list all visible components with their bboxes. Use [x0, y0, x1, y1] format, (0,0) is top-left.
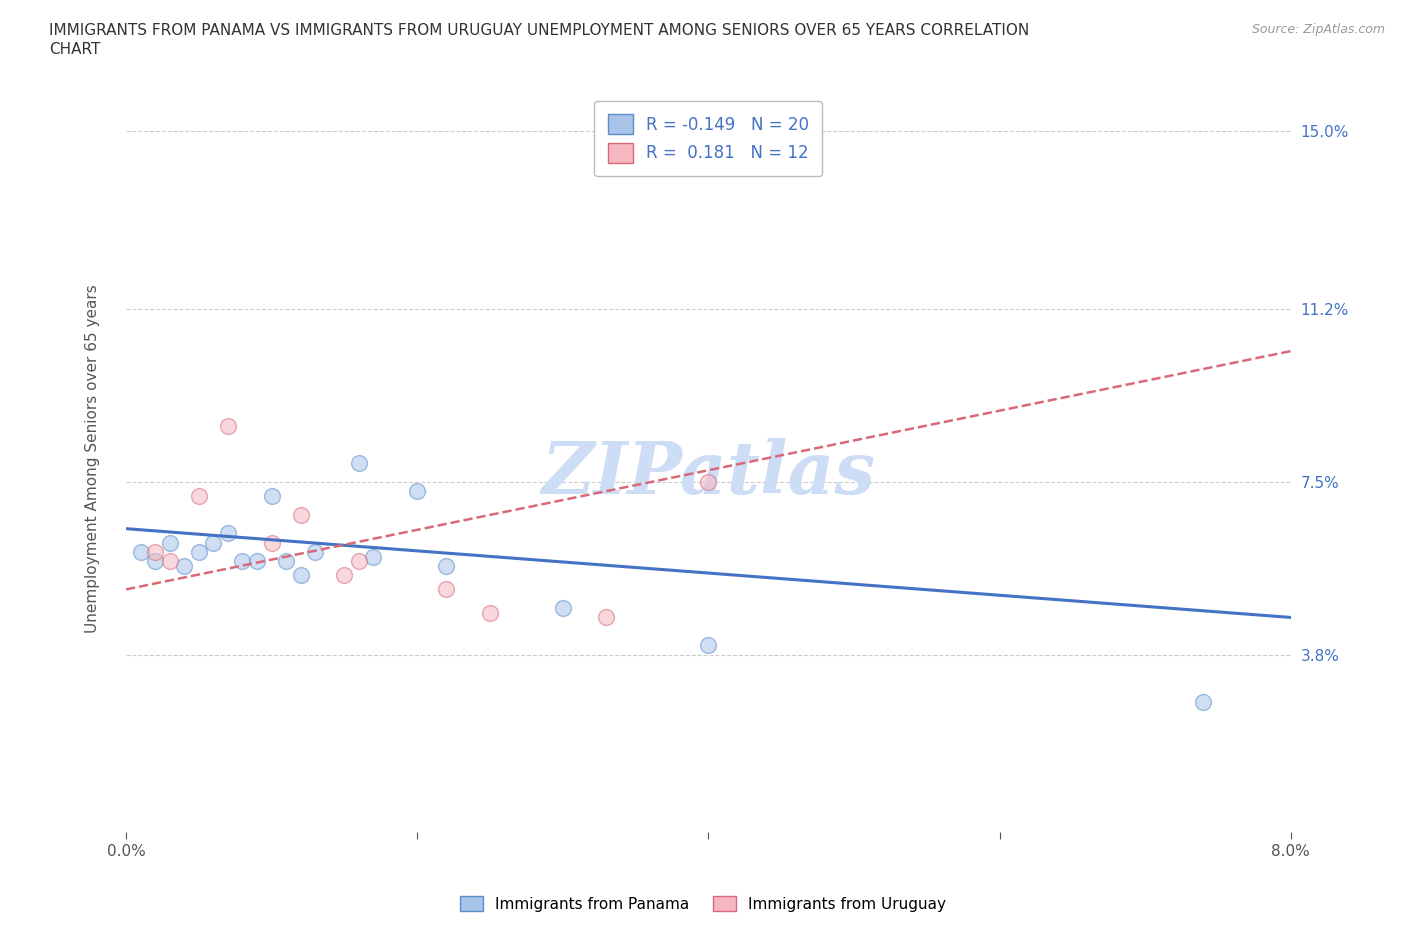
- Point: [434, 582, 457, 597]
- Text: CHART: CHART: [49, 42, 101, 57]
- Y-axis label: Unemployment Among Seniors over 65 years: Unemployment Among Seniors over 65 years: [86, 285, 100, 633]
- Point: [129, 545, 152, 560]
- Point: [333, 568, 356, 583]
- Point: [406, 484, 429, 498]
- Point: [290, 507, 312, 522]
- Legend: Immigrants from Panama, Immigrants from Uruguay: Immigrants from Panama, Immigrants from …: [454, 889, 952, 918]
- Point: [347, 554, 370, 569]
- Point: [173, 559, 195, 574]
- Point: [246, 554, 269, 569]
- Point: [143, 554, 166, 569]
- Text: Source: ZipAtlas.com: Source: ZipAtlas.com: [1251, 23, 1385, 36]
- Point: [187, 545, 209, 560]
- Point: [159, 554, 181, 569]
- Point: [202, 536, 225, 551]
- Point: [260, 488, 283, 503]
- Point: [143, 545, 166, 560]
- Point: [363, 550, 385, 565]
- Legend: R = -0.149   N = 20, R =  0.181   N = 12: R = -0.149 N = 20, R = 0.181 N = 12: [595, 100, 823, 176]
- Point: [478, 605, 501, 620]
- Text: ZIPatlas: ZIPatlas: [541, 438, 876, 509]
- Point: [697, 474, 720, 489]
- Point: [159, 536, 181, 551]
- Point: [276, 554, 298, 569]
- Point: [217, 525, 239, 540]
- Text: IMMIGRANTS FROM PANAMA VS IMMIGRANTS FROM URUGUAY UNEMPLOYMENT AMONG SENIORS OVE: IMMIGRANTS FROM PANAMA VS IMMIGRANTS FRO…: [49, 23, 1029, 38]
- Point: [304, 545, 326, 560]
- Point: [217, 418, 239, 433]
- Point: [551, 601, 574, 616]
- Point: [434, 559, 457, 574]
- Point: [260, 536, 283, 551]
- Point: [187, 488, 209, 503]
- Point: [1192, 694, 1215, 709]
- Point: [595, 610, 617, 625]
- Point: [290, 568, 312, 583]
- Point: [231, 554, 253, 569]
- Point: [347, 456, 370, 471]
- Point: [697, 638, 720, 653]
